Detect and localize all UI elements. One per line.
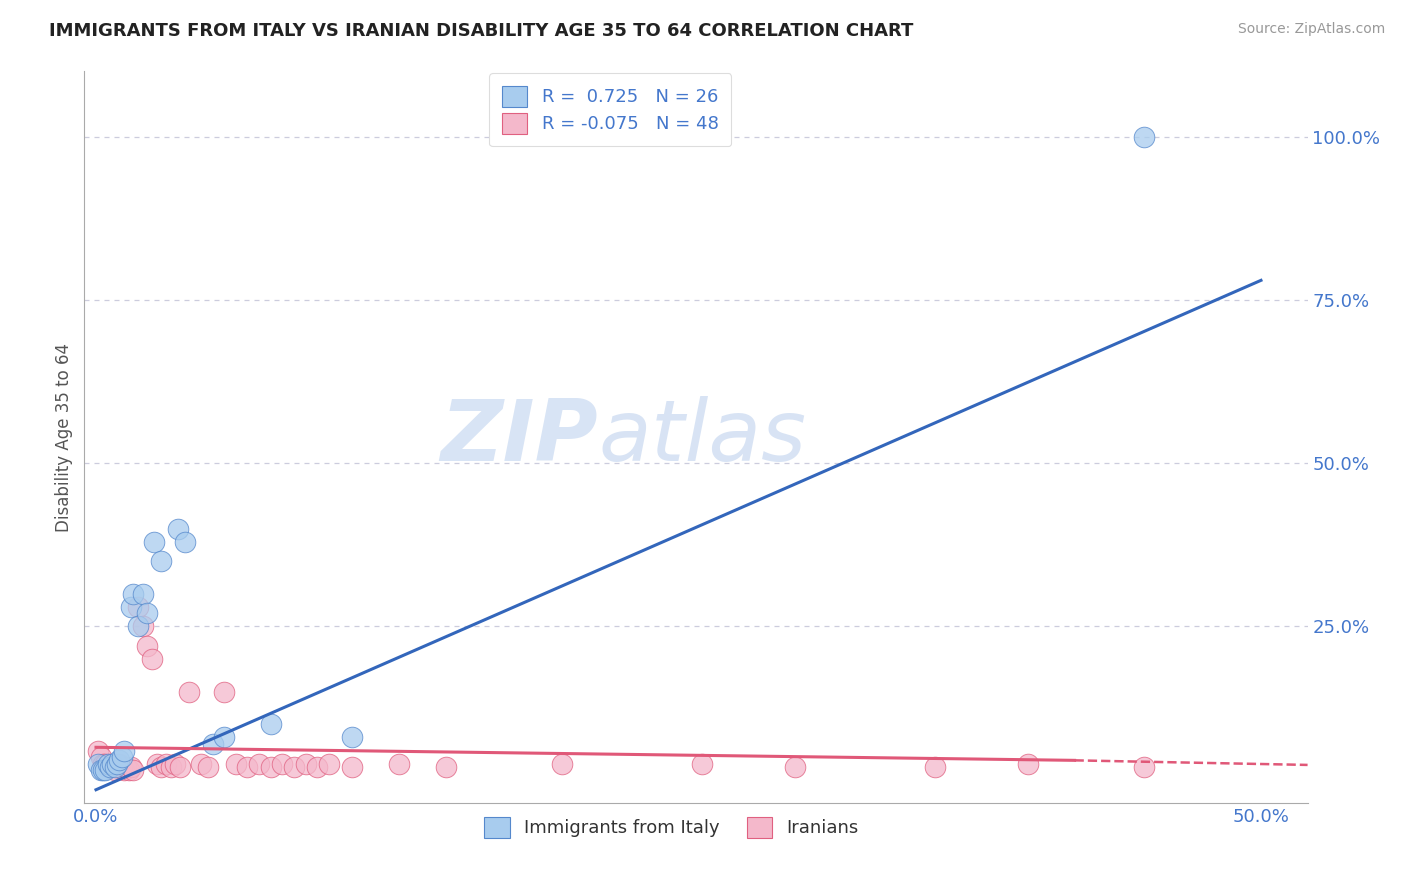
Point: [122, 587, 145, 601]
Point: [111, 750, 134, 764]
Legend: Immigrants from Italy, Iranians: Immigrants from Italy, Iranians: [477, 810, 866, 845]
Point: [260, 760, 283, 774]
Point: [236, 760, 259, 774]
Point: [190, 756, 212, 771]
Point: [294, 756, 316, 771]
Point: [108, 753, 131, 767]
Point: [924, 760, 946, 774]
Point: [120, 599, 142, 614]
Point: [131, 619, 153, 633]
Point: [318, 756, 340, 771]
Point: [212, 731, 235, 745]
Point: [105, 760, 128, 774]
Text: atlas: atlas: [598, 395, 806, 479]
Point: [91, 756, 114, 771]
Point: [141, 652, 163, 666]
Point: [87, 743, 110, 757]
Point: [271, 756, 294, 771]
Point: [112, 743, 135, 757]
Point: [90, 763, 112, 777]
Point: [94, 763, 117, 777]
Point: [122, 763, 145, 777]
Point: [342, 731, 364, 745]
Point: [155, 756, 177, 771]
Point: [120, 760, 142, 774]
Point: [247, 756, 270, 771]
Point: [159, 760, 181, 774]
Point: [94, 756, 117, 771]
Point: [150, 760, 173, 774]
Text: IMMIGRANTS FROM ITALY VS IRANIAN DISABILITY AGE 35 TO 64 CORRELATION CHART: IMMIGRANTS FROM ITALY VS IRANIAN DISABIL…: [49, 22, 914, 40]
Point: [690, 756, 713, 771]
Point: [115, 760, 138, 774]
Point: [307, 760, 329, 774]
Text: ZIP: ZIP: [440, 395, 598, 479]
Point: [1017, 756, 1039, 771]
Point: [127, 599, 149, 614]
Point: [91, 763, 114, 777]
Point: [98, 760, 121, 774]
Point: [173, 534, 195, 549]
Y-axis label: Disability Age 35 to 64: Disability Age 35 to 64: [55, 343, 73, 532]
Point: [90, 750, 112, 764]
Point: [105, 756, 128, 771]
Point: [145, 756, 167, 771]
Point: [136, 607, 159, 621]
Point: [434, 760, 457, 774]
Point: [225, 756, 247, 771]
Point: [111, 760, 134, 774]
Point: [388, 756, 411, 771]
Point: [143, 534, 166, 549]
Point: [1133, 129, 1156, 144]
Point: [197, 760, 219, 774]
Point: [166, 521, 188, 535]
Point: [260, 717, 283, 731]
Point: [87, 756, 110, 771]
Point: [104, 763, 127, 777]
Text: Source: ZipAtlas.com: Source: ZipAtlas.com: [1237, 22, 1385, 37]
Point: [783, 760, 806, 774]
Point: [169, 760, 191, 774]
Point: [201, 737, 224, 751]
Point: [131, 587, 153, 601]
Point: [136, 639, 159, 653]
Point: [112, 763, 135, 777]
Point: [98, 756, 121, 771]
Point: [212, 685, 235, 699]
Point: [117, 763, 139, 777]
Point: [551, 756, 574, 771]
Point: [127, 619, 149, 633]
Point: [179, 685, 201, 699]
Point: [104, 760, 127, 774]
Point: [150, 554, 173, 568]
Point: [283, 760, 305, 774]
Point: [1133, 760, 1156, 774]
Point: [97, 760, 120, 774]
Point: [165, 756, 187, 771]
Point: [101, 756, 124, 771]
Point: [97, 756, 120, 771]
Point: [108, 756, 131, 771]
Point: [342, 760, 364, 774]
Point: [101, 760, 124, 774]
